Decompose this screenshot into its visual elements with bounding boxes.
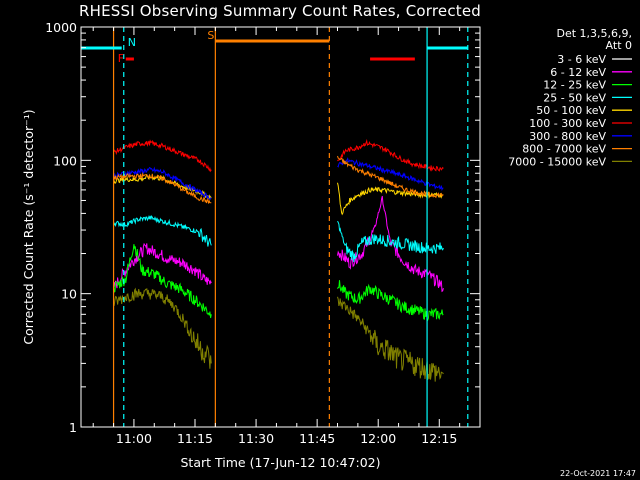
series-line-1-seg-0 — [113, 242, 212, 289]
legend-entry-label: 7000 - 15000 keV — [508, 155, 606, 168]
legend-entry-label: 50 - 100 keV — [536, 104, 606, 117]
series-line-2-seg-1 — [337, 280, 444, 322]
x-tick-label: 11:45 — [299, 431, 335, 446]
y-axis-label: Corrected Count Rate (s⁻¹ detector⁻¹) — [21, 109, 36, 344]
legend-entry-label: 3 - 6 keV — [557, 53, 606, 66]
chart-title: RHESSI Observing Summary Count Rates, Co… — [78, 2, 481, 20]
y-tick-label: 10 — [61, 287, 77, 302]
series-line-7-seg-0 — [113, 171, 212, 204]
series-line-3-seg-0 — [113, 214, 212, 247]
legend-header-line: Det 1,3,5,6,9, — [556, 27, 632, 40]
plot-frame — [80, 26, 481, 428]
legend-entry-label: 300 - 800 keV — [529, 130, 606, 143]
legend-entry-label: 25 - 50 keV — [543, 91, 606, 104]
series-line-8-seg-1 — [337, 296, 444, 382]
y-tick-label: 100 — [53, 153, 77, 168]
series-line-7-seg-1 — [337, 155, 444, 199]
axes-layer: 1 10 100 1000 11:00 11:15 11:30 11:45 12:00 12:15 — [45, 20, 481, 446]
legend-entry-label: 800 - 7000 keV — [522, 143, 606, 156]
x-axis-label: Start Time (17-Jun-12 10:47:02) — [181, 455, 381, 470]
x-tick-label: 11:30 — [238, 431, 274, 446]
flag-label-N: N — [128, 36, 136, 49]
series-line-6-seg-0 — [113, 166, 212, 200]
series-line-5-seg-1 — [337, 138, 444, 172]
generation-timestamp: 22-Oct-2021 17:47 — [560, 469, 636, 478]
x-tick-label: 11:00 — [116, 431, 152, 446]
legend-entry-label: 12 - 25 keV — [543, 79, 606, 92]
flags-layer: NF S — [81, 27, 469, 427]
flag-label-F: F — [118, 52, 124, 65]
series-line-6-seg-1 — [337, 157, 444, 191]
x-tick-label: 12:00 — [360, 431, 396, 446]
series-line-2-seg-0 — [113, 244, 212, 319]
x-tick-label: 12:15 — [421, 431, 457, 446]
legend-entry-label: 6 - 12 keV — [550, 66, 606, 79]
legend-header-line: Att 0 — [606, 39, 632, 52]
series-line-1-seg-1 — [337, 195, 444, 293]
x-tick-label: 11:15 — [177, 431, 213, 446]
series-line-8-seg-0 — [113, 287, 212, 369]
legend-entry-label: 100 - 300 keV — [529, 117, 606, 130]
y-tick-label: 1 — [69, 420, 77, 435]
series-line-3-seg-1 — [337, 220, 444, 263]
flag-label-S: S — [207, 29, 214, 42]
y-tick-label: 1000 — [45, 20, 77, 35]
series-line-5-seg-0 — [113, 139, 212, 173]
series-line-0-seg-2 — [426, 410, 444, 428]
series-layer — [113, 138, 444, 428]
